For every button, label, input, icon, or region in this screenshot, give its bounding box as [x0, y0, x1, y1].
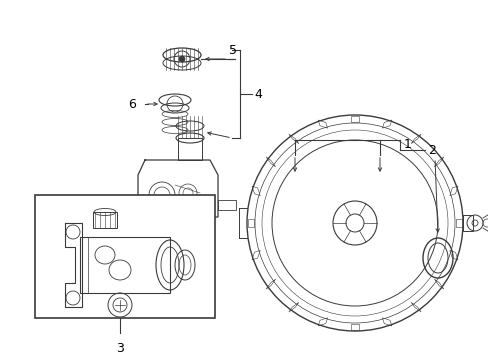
Text: 2: 2 — [427, 144, 435, 157]
Text: 1: 1 — [403, 139, 411, 152]
Text: 5: 5 — [228, 44, 237, 57]
Bar — [80, 237, 170, 293]
Circle shape — [179, 56, 184, 62]
Bar — [462, 215, 472, 231]
Text: 4: 4 — [253, 87, 262, 100]
Text: 3: 3 — [116, 342, 123, 355]
Bar — [93, 212, 117, 228]
Bar — [218, 200, 236, 210]
Bar — [35, 195, 215, 318]
Bar — [178, 138, 202, 160]
Text: 6: 6 — [128, 98, 136, 111]
